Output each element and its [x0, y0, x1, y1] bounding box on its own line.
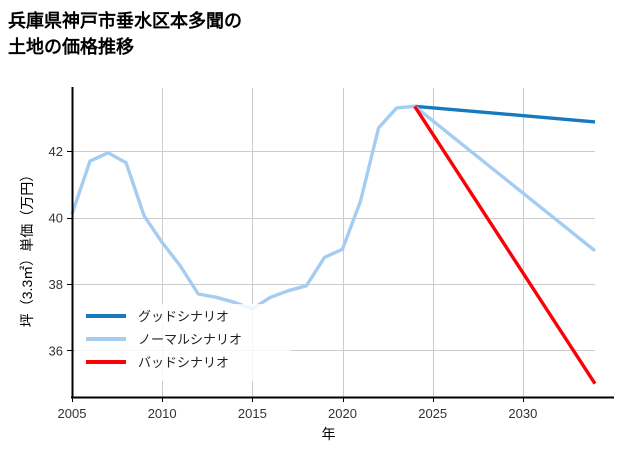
x-tick-label-2010: 2010: [148, 406, 177, 421]
legend-label-ノーマルシナリオ: ノーマルシナリオ: [138, 332, 242, 347]
x-tick-labels: 2005 2010 2015 2020 2025 2030: [58, 406, 538, 421]
axis-ticks-group: [67, 150, 525, 402]
x-tick-label-2020: 2020: [328, 406, 357, 421]
x-tick-label-2025: 2025: [418, 406, 447, 421]
y-tick-label-38: 38: [49, 277, 63, 292]
legend-label-バッドシナリオ: バッドシナリオ: [138, 355, 229, 370]
y-tick-label-42: 42: [49, 144, 63, 159]
x-axis-title: 年: [322, 426, 336, 442]
y-tick-label-40: 40: [49, 211, 63, 226]
series-line-ノーマルシナリオ: [70, 104, 597, 311]
x-tick-label-2015: 2015: [238, 406, 267, 421]
y-tick-labels: 36 38 40 42: [49, 144, 63, 358]
axis-titles: 年 坪（3.3㎡）単価（万円）: [19, 168, 336, 442]
series-line-グッドシナリオ: [414, 104, 596, 124]
series-line-バッドシナリオ: [413, 105, 597, 385]
y-tick-label-36: 36: [49, 343, 63, 358]
x-tick-label-2030: 2030: [508, 406, 537, 421]
y-axis-title: 坪（3.3㎡）単価（万円）: [19, 168, 35, 327]
chart-title: 兵庫県神戸市垂水区本多聞の 土地の価格推移: [8, 11, 242, 58]
x-tick-label-2005: 2005: [58, 406, 87, 421]
legend-label-グッドシナリオ: グッドシナリオ: [138, 309, 229, 324]
